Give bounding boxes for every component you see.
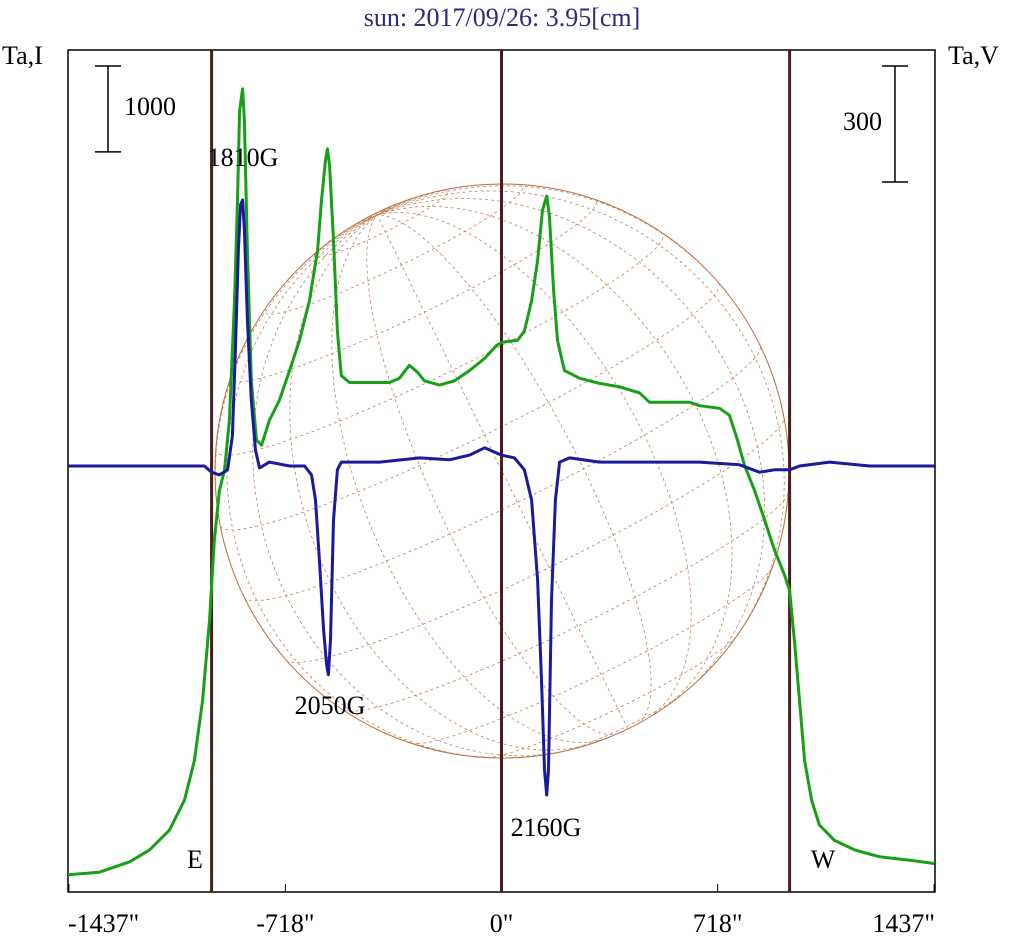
disk-grid-line xyxy=(343,493,789,712)
disk-grid-line xyxy=(376,190,785,652)
disk-grid-line xyxy=(331,214,606,743)
limb-label: W xyxy=(811,845,836,874)
disk-grid-line xyxy=(331,214,378,241)
annotation: 2160G xyxy=(511,813,582,842)
y-axis-label: Ta,I xyxy=(2,41,43,70)
disk-grid-line xyxy=(214,214,378,597)
disk-grid-line xyxy=(376,214,629,730)
annotation: 1810G xyxy=(208,143,279,172)
disk-grid-line xyxy=(376,201,403,216)
series-line xyxy=(68,198,935,797)
disk-grid-line xyxy=(376,209,384,216)
disk-grid-line xyxy=(264,184,524,315)
chart-title: sun: 2017/09/26: 3.95[cm] xyxy=(364,3,641,32)
disk-grid-line xyxy=(351,214,378,228)
scale-bar-label: 1000 xyxy=(124,92,176,121)
x-tick-label: 1437" xyxy=(872,909,935,938)
series-line xyxy=(68,87,935,877)
disk-grid-line xyxy=(284,214,378,284)
x-tick-label: 718" xyxy=(693,909,743,938)
disk-grid-line xyxy=(377,212,692,718)
disk-grid-line xyxy=(411,566,773,745)
disk-grid-line xyxy=(366,214,619,736)
disk-grid-line xyxy=(220,283,720,531)
disk-grid-line xyxy=(314,189,449,258)
disk-grid-line xyxy=(486,635,738,758)
disk-grid-line xyxy=(230,198,597,383)
disk-grid-line xyxy=(375,212,378,216)
y2-axis-label: Ta,V xyxy=(948,41,999,70)
x-tick-label: -1437" xyxy=(68,909,139,938)
disk-grid-line xyxy=(377,214,652,725)
solar-disk xyxy=(214,183,790,759)
disk-grid-line xyxy=(226,214,507,759)
scale-bar-label: 300 xyxy=(843,107,882,136)
disk-grid-line xyxy=(565,693,684,752)
disk-grid-line xyxy=(376,184,488,216)
disk-grid-line xyxy=(376,205,733,712)
disk-grid-line xyxy=(252,214,572,757)
annotation: 2050G xyxy=(295,691,366,720)
disk-grid-line xyxy=(376,198,766,698)
x-tick-label: -718" xyxy=(256,909,314,938)
disk-grid-line xyxy=(215,232,664,456)
disk-grid-line xyxy=(243,345,761,602)
limb-label: E xyxy=(187,845,203,874)
x-tick-label: 0" xyxy=(490,909,514,938)
